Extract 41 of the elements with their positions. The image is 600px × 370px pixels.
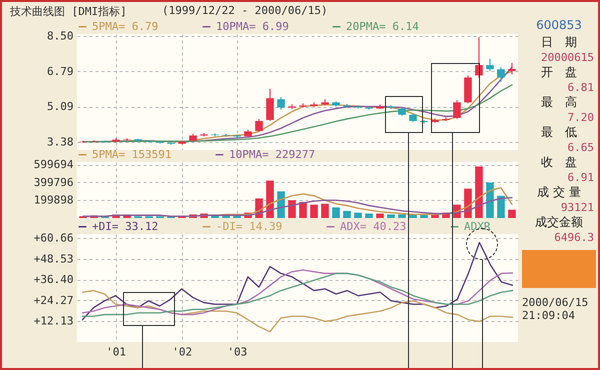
- text: 93121: [560, 201, 595, 214]
- y-tick-label: 6.79: [47, 64, 74, 78]
- legend-label: 10PMA= 6.99: [216, 20, 289, 33]
- legend-label: ADX= 40.23: [340, 220, 406, 233]
- y-tick-label: +36.40: [34, 273, 74, 286]
- y-tick-label: 5.09: [47, 100, 74, 114]
- text: 最 高: [540, 94, 578, 111]
- y-tick-label: 3.38: [47, 136, 74, 149]
- y-tick-label: +12.13: [34, 314, 74, 328]
- text: 2000/06/15: [522, 296, 590, 309]
- legend-label: ADXR: [464, 220, 491, 233]
- x-tick-label: '02: [172, 346, 192, 358]
- text: 最 低: [540, 124, 578, 141]
- chart-title: 技术曲线图 [DMI指标]: [10, 4, 127, 19]
- text: 收 盘: [540, 154, 578, 171]
- text: 日 期: [540, 34, 578, 51]
- y-tick-label: 8.50: [47, 30, 74, 43]
- y-tick-label: +48.53: [34, 252, 74, 266]
- text: 6496.3: [553, 231, 595, 244]
- y-tick-label: 599694: [34, 158, 74, 172]
- text: 6.65: [566, 141, 595, 154]
- chart-subtitle: (1999/12/22 - 2000/06/15): [162, 4, 328, 17]
- text: 6.81: [566, 81, 595, 94]
- x-tick-label: '03: [227, 346, 248, 358]
- text: 成 交 量: [536, 184, 582, 201]
- x-tick-label: '01: [106, 346, 126, 358]
- y-tick-label: +24.27: [34, 294, 74, 307]
- legend-label: 20PMA= 6.14: [346, 20, 420, 33]
- text: 5PMA= 6.79: [92, 20, 158, 33]
- legend-label: -DI= 14.39: [216, 220, 282, 233]
- text: 600853: [535, 18, 583, 32]
- text: 7.20: [566, 111, 595, 124]
- text: 开 盘: [540, 64, 578, 81]
- y-tick-label: 199898: [34, 194, 74, 207]
- y-tick-label: +60.66: [34, 232, 74, 245]
- text: +DI= 33.12: [92, 220, 158, 233]
- text: 20000615: [540, 51, 595, 64]
- text: 成交金额: [534, 214, 584, 231]
- y-tick-label: 399796: [34, 176, 74, 189]
- text: 21:09:04: [522, 309, 576, 322]
- text: 6.91: [566, 171, 595, 184]
